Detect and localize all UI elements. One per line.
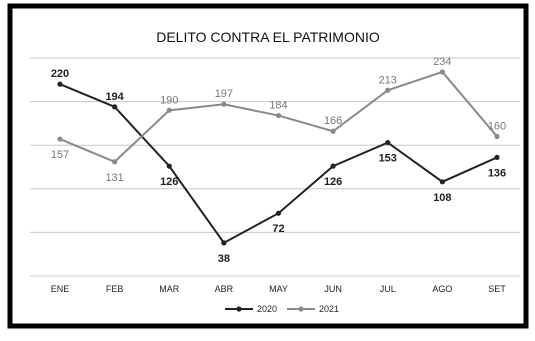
data-point-2020: [385, 139, 391, 146]
data-label-2021: 157: [51, 149, 69, 161]
data-label-2021: 213: [379, 74, 397, 86]
legend-label-2020: 2020: [257, 304, 277, 314]
data-label-2020: 136: [488, 167, 506, 179]
chart-border: [7, 3, 529, 329]
legend-marker-2021: [298, 306, 304, 312]
data-label-2020: 126: [324, 176, 342, 188]
data-label-2021: 131: [105, 172, 123, 184]
x-tick-label: FEB: [106, 284, 124, 294]
data-point-2021: [166, 107, 172, 113]
data-point-2020: [330, 163, 336, 169]
data-label-2021: 190: [160, 94, 178, 106]
data-point-2021: [330, 128, 336, 134]
data-label-2020: 153: [379, 153, 397, 165]
data-point-2021: [57, 136, 63, 142]
data-point-2021: [494, 133, 500, 140]
legend: 2020 2021: [225, 304, 339, 314]
x-tick-label: ABR: [215, 284, 234, 294]
data-label-2020: 72: [272, 223, 284, 235]
x-tick-label: SET: [488, 284, 506, 294]
legend-label-2021: 2021: [319, 304, 339, 314]
x-tick-label: ENE: [51, 284, 70, 294]
data-label-2020: 38: [218, 253, 230, 265]
data-point-2021: [112, 159, 118, 165]
data-point-2020: [275, 210, 282, 216]
series-lines: 220 157 194 131 126 190 38 197 72 184 126 166 153 213…: [51, 56, 506, 265]
legend-marker-2020: [236, 306, 242, 312]
data-label-2020: 220: [51, 68, 69, 80]
data-label-2021: 197: [215, 88, 233, 100]
data-point-2020: [112, 104, 118, 110]
x-tick-label: MAY: [269, 284, 288, 294]
data-point-2020: [57, 81, 63, 87]
data-point-2020: [166, 163, 172, 169]
x-tick-label: AGO: [432, 284, 452, 294]
x-axis-ticks: ENE FEB MAR ABR MAY JUN JUL AGO SET: [51, 284, 507, 294]
data-point-2020: [494, 154, 500, 161]
data-label-2021: 184: [269, 100, 287, 112]
data-point-2021: [385, 87, 391, 93]
x-tick-label: JUL: [380, 284, 396, 294]
data-label-2020: 126: [160, 176, 178, 188]
data-point-2021: [275, 112, 282, 119]
data-label-2021: 166: [324, 115, 342, 127]
grid-lines: [30, 57, 520, 277]
data-point-2021: [221, 101, 227, 107]
data-label-2021: 234: [433, 56, 451, 68]
data-point-2021: [439, 69, 445, 75]
data-label-2021: 160: [488, 120, 506, 132]
x-tick-label: MAR: [159, 284, 180, 294]
x-tick-label: JUN: [324, 284, 342, 294]
data-point-2020: [221, 240, 227, 246]
data-point-2020: [439, 179, 445, 185]
data-label-2020: 108: [433, 192, 451, 204]
data-label-2020: 194: [105, 91, 124, 103]
chart-title: DELITO CONTRA EL PATRIMONIO: [156, 29, 380, 45]
